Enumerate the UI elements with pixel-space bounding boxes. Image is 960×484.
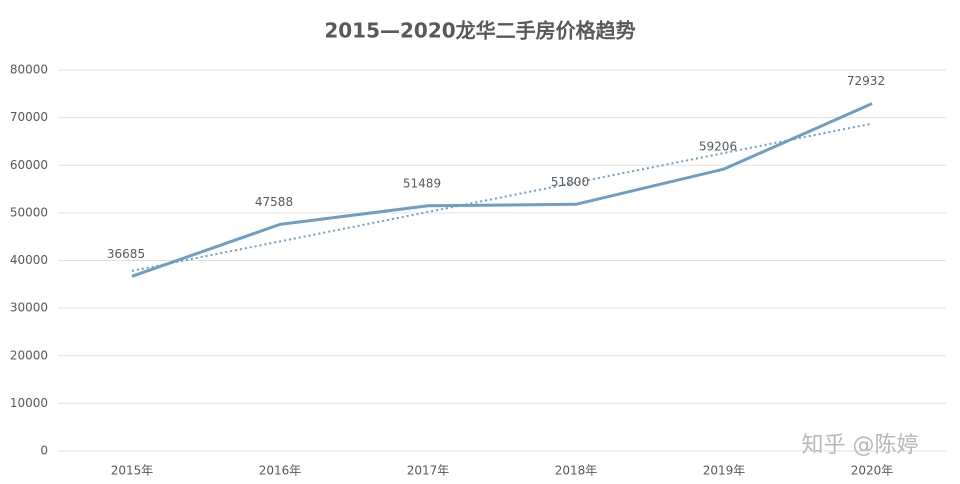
y-tick-label: 10000 (10, 396, 48, 410)
y-tick-label: 70000 (10, 110, 48, 124)
y-tick-label: 80000 (10, 63, 48, 77)
data-label: 47588 (255, 195, 293, 209)
y-tick-label: 40000 (10, 253, 48, 267)
data-label: 51800 (551, 175, 589, 189)
y-tick-label: 0 (40, 444, 48, 458)
x-tick-label: 2016年 (259, 464, 302, 478)
x-tick-label: 2018年 (555, 464, 598, 478)
y-tick-label: 50000 (10, 205, 48, 219)
data-label: 51489 (403, 176, 441, 190)
x-tick-label: 2017年 (407, 464, 450, 478)
data-label: 72932 (847, 74, 885, 88)
x-tick-label: 2020年 (851, 464, 894, 478)
data-label: 59206 (699, 140, 737, 154)
y-tick-label: 60000 (10, 158, 48, 172)
x-tick-label: 2015年 (111, 464, 154, 478)
watermark: 知乎 @陈婷 (802, 433, 919, 458)
data-line (131, 102, 873, 278)
trend-line (131, 122, 873, 272)
y-tick-label: 30000 (10, 301, 48, 315)
chart-title: 2015—2020龙华二手房价格趋势 (324, 19, 635, 43)
y-tick-label: 20000 (10, 348, 48, 362)
data-label: 36685 (107, 247, 145, 261)
x-tick-label: 2019年 (703, 464, 746, 478)
